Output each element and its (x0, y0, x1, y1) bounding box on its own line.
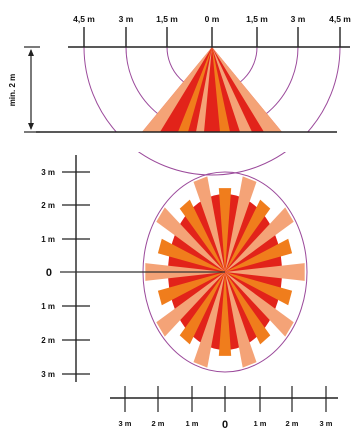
x-tick-label: 3 m (320, 419, 333, 428)
y-tick-label: 0 (46, 267, 52, 279)
top-view-wedges (145, 176, 305, 368)
coverage-wedge (218, 272, 232, 356)
y-tick-label: 3 m (41, 168, 55, 177)
y-tick-label: 2 m (41, 336, 55, 345)
x-tick-label: 2 m (152, 419, 165, 428)
y-tick-label: 1 m (41, 302, 55, 311)
x-tick-label: 1 m (186, 419, 199, 428)
coverage-wedge (157, 238, 225, 272)
arc-4-5m (83, 46, 341, 176)
coverage-wedge (225, 207, 294, 272)
coverage-wedge (179, 272, 225, 345)
coverage-wedge (225, 272, 293, 306)
x-tick-label: 3 m (119, 419, 132, 428)
coverage-wedge (225, 272, 294, 337)
y-tick-label: 3 m (41, 370, 55, 379)
side-view: 4,5 m 3 m 1,5 m 0 m 1,5 m 3 m 4,5 m min.… (0, 14, 360, 176)
coverage-wedge (225, 199, 271, 272)
top-scale-label: 4,5 m (329, 14, 351, 24)
coverage-wedge (193, 272, 225, 368)
x-tick-label: 0 (222, 419, 228, 430)
coverage-wedge (193, 176, 225, 272)
y-tick-label: 1 m (41, 235, 55, 244)
coverage-wedge (218, 188, 232, 272)
y-axis-labels: 3 m 2 m 1 m 0 1 m 2 m 3 m (41, 168, 55, 379)
side-view-cone (142, 47, 282, 132)
top-view: 3 m 2 m 1 m 0 1 m 2 m 3 m 3 m 2 m 1 m 0 … (41, 155, 338, 430)
x-axis-labels: 3 m 2 m 1 m 0 1 m 2 m 3 m (119, 419, 333, 430)
top-scale-label: 1,5 m (156, 14, 178, 24)
height-label: min. 2 m (8, 74, 17, 106)
y-axis-ticks (62, 171, 90, 375)
top-scale-label: 3 m (119, 14, 134, 24)
x-tick-label: 2 m (286, 419, 299, 428)
top-scale-label: 1,5 m (246, 14, 268, 24)
coverage-wedge (157, 272, 225, 306)
coverage-wedge (179, 199, 225, 272)
coverage-wedge (225, 263, 305, 281)
y-tick-label: 2 m (41, 201, 55, 210)
top-scale-label: 0 m (205, 14, 220, 24)
coverage-wedge (225, 238, 293, 272)
height-dimension: min. 2 m (8, 46, 40, 133)
top-scale-label: 3 m (291, 14, 306, 24)
x-axis-ticks (124, 386, 327, 412)
coverage-wedge (225, 272, 257, 368)
x-tick-label: 1 m (254, 419, 267, 428)
top-scale-labels: 4,5 m 3 m 1,5 m 0 m 1,5 m 3 m 4,5 m (73, 14, 351, 24)
top-scale-ticks (83, 27, 341, 47)
coverage-wedge (156, 207, 225, 272)
coverage-wedge (156, 272, 225, 337)
coverage-wedge (225, 176, 257, 272)
coverage-wedge (225, 272, 271, 345)
top-scale-label: 4,5 m (73, 14, 95, 24)
